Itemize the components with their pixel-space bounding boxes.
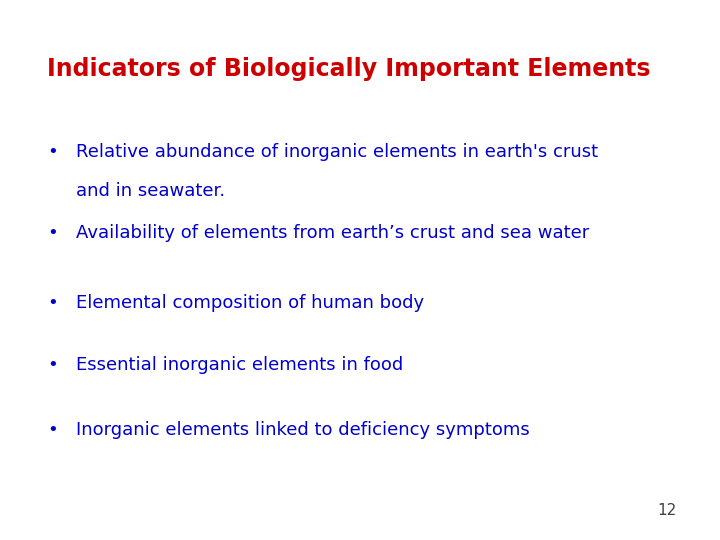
Text: •: • — [47, 356, 58, 374]
Text: •: • — [47, 421, 58, 439]
Text: Elemental composition of human body: Elemental composition of human body — [76, 294, 424, 312]
Text: Essential inorganic elements in food: Essential inorganic elements in food — [76, 356, 403, 374]
Text: and in seawater.: and in seawater. — [76, 182, 225, 200]
Text: Relative abundance of inorganic elements in earth's crust: Relative abundance of inorganic elements… — [76, 143, 598, 161]
Text: Indicators of Biologically Important Elements: Indicators of Biologically Important Ele… — [47, 57, 650, 80]
Text: •: • — [47, 224, 58, 242]
Text: Availability of elements from earth’s crust and sea water: Availability of elements from earth’s cr… — [76, 224, 589, 242]
Text: Inorganic elements linked to deficiency symptoms: Inorganic elements linked to deficiency … — [76, 421, 529, 439]
Text: •: • — [47, 143, 58, 161]
Text: 12: 12 — [657, 503, 677, 518]
Text: •: • — [47, 294, 58, 312]
